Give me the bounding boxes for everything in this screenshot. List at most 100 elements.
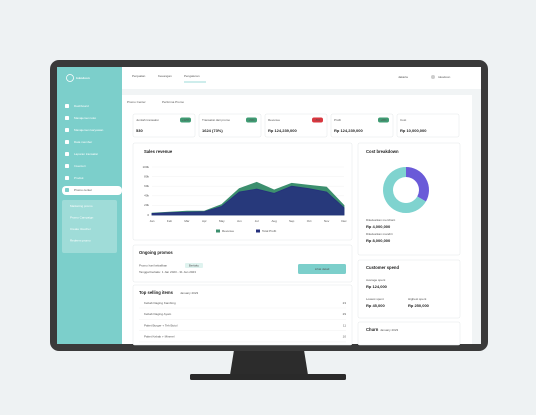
stat-label: Profit: [334, 118, 341, 122]
top-selling-card: [132, 284, 353, 346]
promo-dates: Tanggal berlaku: 1 Jan 2023 - 31 Jan 202…: [139, 270, 196, 274]
location: Jakarta: [398, 75, 408, 79]
card-period: January 2023: [180, 291, 199, 295]
menu-icon: [65, 116, 69, 120]
menu-icon: [65, 176, 69, 180]
y-tick-label: 20k: [144, 203, 149, 207]
menu-icon: [65, 104, 69, 108]
spend-label: Lowest spent: [366, 297, 384, 301]
cost-card: [357, 142, 461, 256]
menu-item[interactable]: Manajemen toko: [74, 116, 97, 120]
item-count: 10: [343, 335, 347, 339]
menu-icon: [65, 188, 69, 192]
x-tick-label: Aug: [272, 219, 278, 223]
stat-badge: [312, 117, 323, 123]
donut-segment: [405, 167, 429, 202]
spend-card: [357, 259, 461, 319]
x-tick-label: Dec: [341, 219, 347, 223]
store-icon: [431, 75, 435, 79]
stat-value: 1624 (73%): [202, 128, 223, 133]
item-name: Kebab Daging Kambing: [144, 301, 176, 305]
monitor-base: [190, 374, 346, 380]
card-title: Cost breakdown: [366, 149, 399, 154]
item-name: Paket Burger + Teh Botol: [144, 323, 178, 327]
topbar: [122, 67, 481, 89]
submenu-item[interactable]: Create Voucher: [70, 227, 91, 231]
submenu-item[interactable]: Marketing promo: [70, 204, 93, 208]
stat-label: Cost: [400, 118, 406, 122]
item-name: Kebab Daging Ayam: [144, 312, 172, 316]
stat-card: [198, 113, 262, 138]
button-label[interactable]: Lihat detail: [315, 267, 330, 271]
item-name: Paket Kebab + Minerel: [144, 335, 175, 339]
x-tick-label: Jun: [237, 219, 242, 223]
legend-swatch: [256, 229, 260, 233]
promo-status: Berlaku: [189, 263, 200, 267]
churn-card: [357, 321, 461, 346]
spend-label: Highest spent: [408, 297, 427, 301]
stat-value: Rp 124,239,000: [268, 128, 297, 133]
x-tick-label: Mar: [184, 219, 189, 223]
promo-card: [132, 244, 353, 283]
menu-icon: [65, 128, 69, 132]
menu-item[interactable]: Dashboard: [74, 104, 89, 108]
status-badge: [185, 263, 203, 268]
submenu-panel: [62, 200, 117, 253]
menu-item[interactable]: Laporan transaksi: [74, 152, 98, 156]
y-tick-label: 80k: [144, 174, 149, 178]
nav-item[interactable]: Pengaturan: [184, 74, 200, 78]
menu-item[interactable]: Produk: [74, 176, 84, 180]
legend-swatch: [216, 229, 220, 233]
breadcrumb[interactable]: Promo Center: [127, 100, 146, 104]
legend-label: Revenue: [222, 229, 234, 233]
spend-value: Rp 250,000: [408, 303, 430, 308]
submenu-item[interactable]: Promo Campaign: [70, 215, 94, 219]
menu-item[interactable]: Promo center: [74, 188, 92, 192]
menu-icon: [65, 164, 69, 168]
stat-label: Revenue: [268, 118, 280, 122]
x-tick-label: Feb: [167, 219, 173, 223]
detail-button[interactable]: [298, 264, 346, 274]
stat-value: Rp 124,239,000: [334, 128, 363, 133]
stat-card: [132, 113, 196, 138]
card-title: Customer spend: [366, 265, 399, 270]
cost-label: Dikeluarkan mandiri: [366, 232, 393, 236]
stat-value: 530: [136, 128, 143, 133]
stat-label: Jumlah transaksi: [136, 118, 159, 122]
card-title: Ongoing promos: [139, 250, 173, 255]
y-tick-label: 100k: [142, 165, 149, 169]
stat-badge: [378, 117, 389, 123]
spend-value: Rp 45,000: [366, 303, 385, 308]
y-tick-label: 0: [147, 213, 149, 217]
nav-item[interactable]: Keuangan: [158, 74, 172, 78]
monitor-neck: [230, 350, 308, 375]
nav-item[interactable]: Penjualan: [132, 74, 146, 78]
logo: tokodoon: [76, 76, 90, 80]
cost-label: Dikeluarkan merchant: [366, 218, 395, 222]
y-tick-label: 60k: [144, 184, 149, 188]
stat-card: [264, 113, 328, 138]
stat-card: [330, 113, 394, 138]
area: [151, 185, 345, 216]
menu-item[interactable]: Inventori: [74, 164, 86, 168]
x-tick-label: Jan: [150, 219, 155, 223]
x-tick-label: Sep: [289, 219, 295, 223]
chart-title: Sales revenue: [144, 149, 173, 154]
legend-label: Total Profit: [262, 229, 276, 233]
active-menu[interactable]: [62, 186, 122, 195]
stat-value: Rp 10,000,000: [400, 128, 427, 133]
menu-item[interactable]: Data member: [74, 140, 92, 144]
stat-badge-text: +8%: [380, 118, 386, 122]
x-tick-label: May: [219, 219, 225, 223]
stat-badge-text: +12%: [182, 118, 190, 122]
menu-item[interactable]: Manajemen karyawan: [74, 128, 104, 132]
store: tokodoon: [438, 75, 451, 79]
submenu-item[interactable]: Redeem promo: [70, 238, 91, 242]
item-count: 29: [343, 312, 347, 316]
y-tick-label: 40k: [144, 194, 149, 198]
stat-card: [396, 113, 460, 138]
stat-badge-text: -5%: [315, 118, 321, 122]
spend-value: Rp 124,000: [366, 284, 388, 289]
menu-icon: [65, 152, 69, 156]
